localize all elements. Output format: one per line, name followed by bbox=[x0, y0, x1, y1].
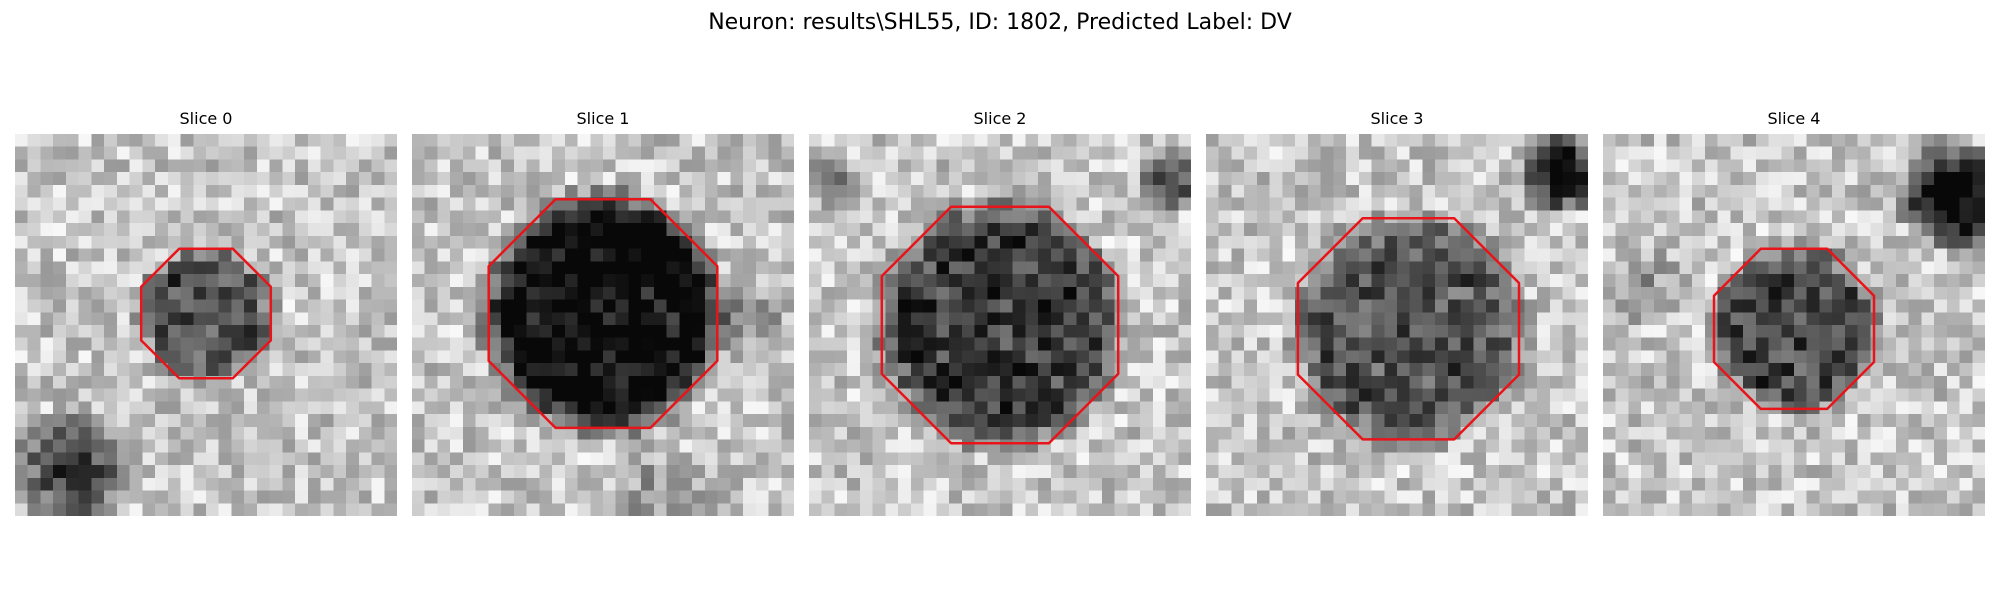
slice-panel: Slice 0 bbox=[15, 108, 397, 516]
slice-panel: Slice 4 bbox=[1603, 108, 1985, 516]
neuron-contour bbox=[139, 247, 273, 380]
slice-panel: Slice 1 bbox=[412, 108, 794, 516]
pixel-grid bbox=[809, 134, 1191, 516]
slice-title: Slice 0 bbox=[179, 109, 233, 128]
microscopy-slice-image bbox=[1206, 134, 1588, 516]
slice-panel: Slice 3 bbox=[1206, 108, 1588, 516]
pixel-grid bbox=[1603, 134, 1985, 516]
pixel-grid bbox=[15, 134, 397, 516]
slice-title: Slice 4 bbox=[1767, 109, 1821, 128]
slice-title: Slice 2 bbox=[973, 109, 1027, 128]
neuron-contour bbox=[1296, 217, 1521, 441]
slice-title: Slice 1 bbox=[576, 109, 630, 128]
pixel-grid bbox=[1206, 134, 1588, 516]
slice-panel: Slice 2 bbox=[809, 108, 1191, 516]
slice-title: Slice 3 bbox=[1370, 109, 1424, 128]
microscopy-slice-image bbox=[412, 134, 794, 516]
neuron-contour bbox=[880, 205, 1120, 445]
pixel-grid bbox=[412, 134, 794, 516]
neuron-contour bbox=[1712, 247, 1876, 411]
microscopy-slice-image bbox=[15, 134, 397, 516]
figure-title: Neuron: results\SHL55, ID: 1802, Predict… bbox=[708, 10, 1292, 35]
neuron-contour bbox=[487, 197, 719, 430]
microscopy-slice-image bbox=[809, 134, 1191, 516]
microscopy-slice-image bbox=[1603, 134, 1985, 516]
